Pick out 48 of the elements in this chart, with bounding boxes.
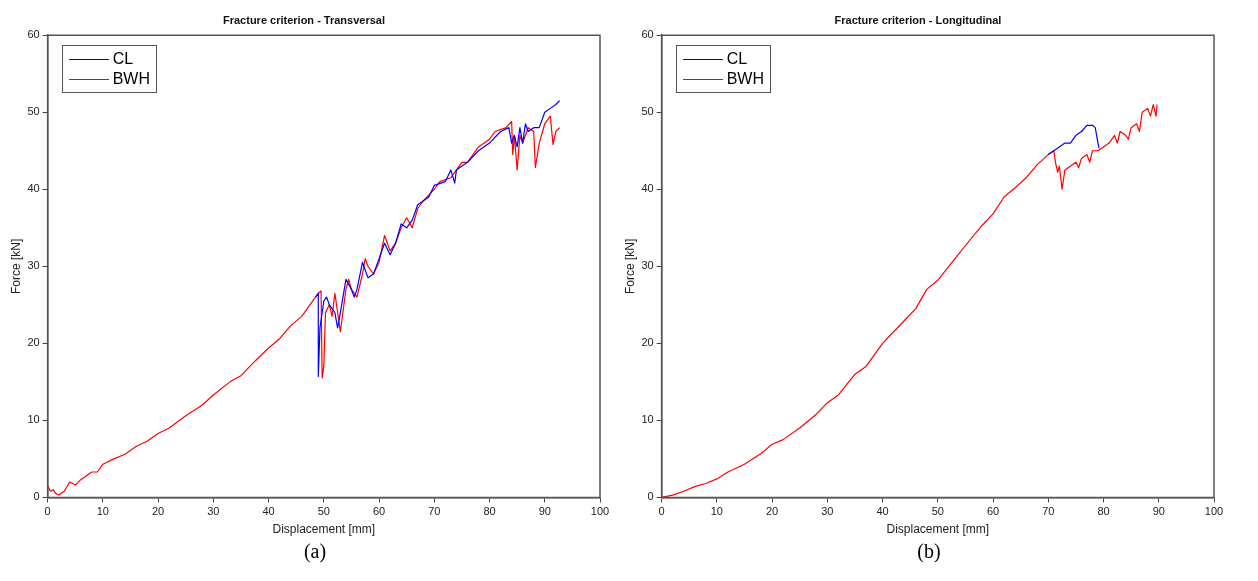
legend-label: BWH — [726, 69, 764, 90]
x-tick-label: 30 — [207, 505, 220, 518]
y-tick-label: 0 — [33, 490, 40, 503]
legend-label: CL — [726, 49, 748, 70]
text: (b) — [916, 540, 942, 563]
legend-label: CL — [112, 49, 134, 70]
x-tick-label: 30 — [821, 505, 834, 518]
y-tick-label: 50 — [27, 105, 40, 118]
x-tick-label: 10 — [710, 505, 723, 518]
x-tick-label: 60 — [986, 505, 1000, 518]
x-tick-label: 20 — [151, 505, 165, 518]
chart-title: Fracture criterion - Longitudinal — [834, 13, 1002, 26]
x-tick-label: 0 — [658, 505, 665, 518]
chart-title: Fracture criterion - Transversal — [222, 13, 386, 26]
y-tick-label: 10 — [27, 413, 40, 426]
y-tick-label: 50 — [641, 105, 654, 118]
x-tick-label: 70 — [1042, 505, 1055, 518]
y-tick-label: 40 — [641, 182, 654, 195]
y-tick-label: 40 — [27, 182, 40, 195]
y-axis-title: Force [kN] — [622, 238, 637, 294]
x-tick-label: 50 — [317, 505, 330, 518]
y-tick-label: 60 — [27, 28, 40, 41]
x-tick-label: 80 — [1097, 505, 1110, 518]
y-tick-label: 10 — [641, 413, 654, 426]
x-axis-title: Displacement [mm] — [272, 522, 376, 537]
y-tick-label: 20 — [27, 336, 40, 349]
x-tick-label: 90 — [538, 505, 551, 518]
x-tick-label: 40 — [876, 505, 889, 518]
x-axis-title: Displacement [mm] — [886, 522, 990, 537]
x-tick-label: 40 — [262, 505, 275, 518]
y-axis-title: Force [kN] — [8, 238, 23, 294]
text: (a) — [302, 540, 328, 563]
y-tick-label: 20 — [641, 336, 654, 349]
x-tick-label: 70 — [428, 505, 441, 518]
x-tick-label: 20 — [765, 505, 779, 518]
x-tick-label: 80 — [483, 505, 496, 518]
y-tick-label: 30 — [641, 259, 654, 272]
y-tick-label: 0 — [647, 490, 654, 503]
y-tick-label: 30 — [27, 259, 40, 272]
x-tick-label: 10 — [96, 505, 109, 518]
x-tick-label: 60 — [372, 505, 386, 518]
x-tick-label: 0 — [44, 505, 51, 518]
y-tick-label: 60 — [641, 28, 654, 41]
legend-label: BWH — [112, 69, 150, 90]
x-tick-label: 100 — [590, 505, 610, 518]
x-tick-label: 100 — [1204, 505, 1224, 518]
x-tick-label: 50 — [931, 505, 944, 518]
x-tick-label: 90 — [1152, 505, 1165, 518]
